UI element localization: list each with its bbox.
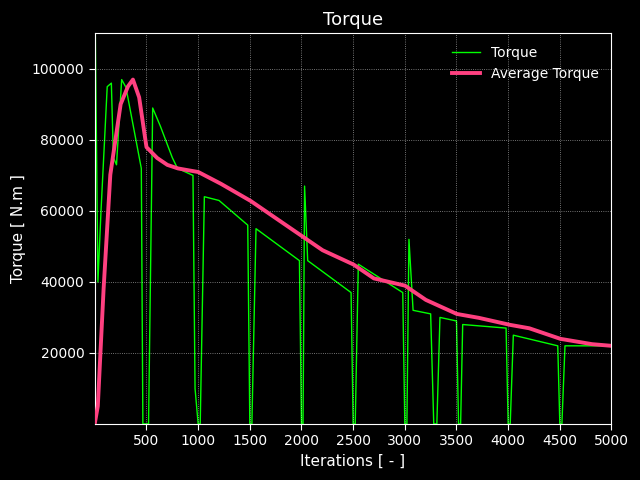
Title: Torque: Torque bbox=[323, 11, 383, 29]
Average Torque bbox=[516, 324, 524, 329]
Average Torque bbox=[289, 227, 296, 232]
X-axis label: Iterations [ - ]: Iterations [ - ] bbox=[301, 454, 406, 469]
Y-axis label: Torque [ N.m ]: Torque [ N.m ] bbox=[11, 174, 26, 283]
Torque bbox=[91, 421, 99, 427]
Torque bbox=[289, 252, 296, 258]
Legend: Torque, Average Torque: Torque, Average Torque bbox=[447, 40, 604, 86]
Average Torque bbox=[129, 77, 137, 83]
Line: Average Torque: Average Torque bbox=[95, 80, 611, 423]
Torque bbox=[92, 31, 99, 36]
Average Torque bbox=[427, 300, 435, 305]
Torque bbox=[401, 421, 408, 427]
Average Torque bbox=[477, 315, 484, 321]
Average Torque bbox=[91, 420, 99, 426]
Average Torque bbox=[401, 283, 408, 288]
Torque bbox=[607, 343, 615, 348]
Torque bbox=[185, 171, 193, 177]
Torque bbox=[427, 319, 435, 324]
Torque bbox=[477, 323, 484, 329]
Torque bbox=[516, 334, 524, 339]
Average Torque bbox=[607, 343, 615, 348]
Line: Torque: Torque bbox=[95, 34, 611, 424]
Average Torque bbox=[185, 168, 193, 173]
